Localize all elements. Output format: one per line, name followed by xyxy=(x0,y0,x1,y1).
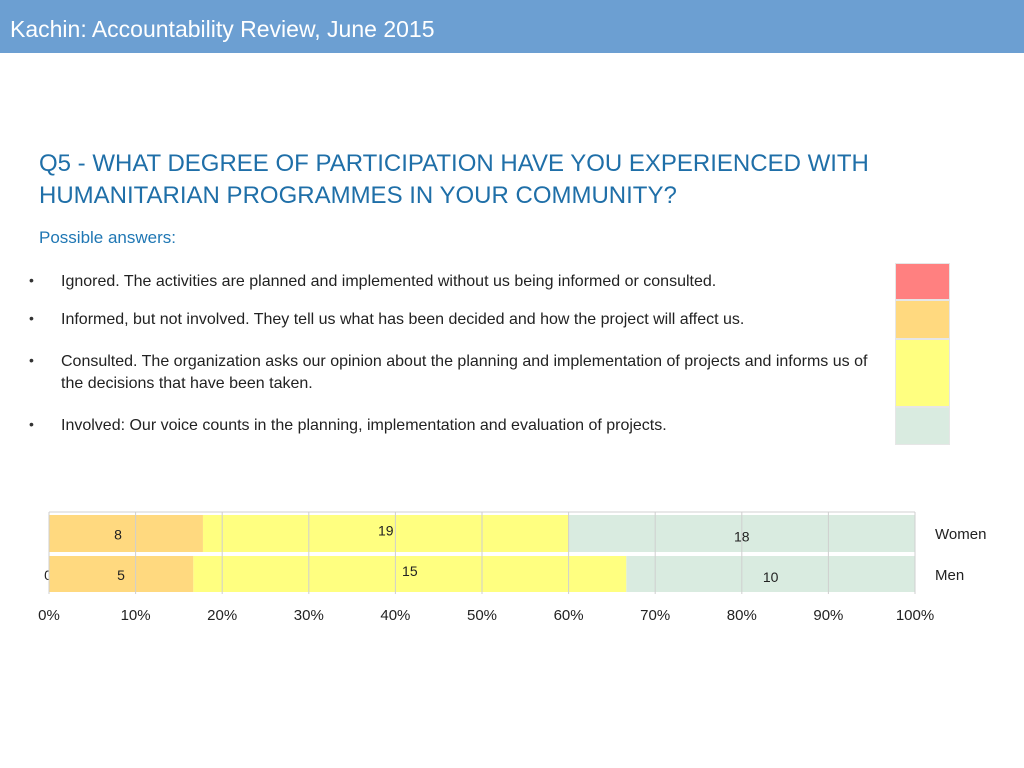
x-tick-label: 60% xyxy=(554,607,584,624)
bullet-icon: • xyxy=(29,310,34,326)
data-label: 5 xyxy=(117,567,125,583)
data-label: 10 xyxy=(763,569,779,585)
data-label: 0 xyxy=(44,567,52,583)
header-bar: Kachin: Accountability Review, June 2015 xyxy=(0,0,1024,53)
possible-answers-label: Possible answers: xyxy=(39,228,177,247)
answer-ignored: Ignored. The activities are planned and … xyxy=(61,273,717,290)
data-label: 15 xyxy=(402,563,418,579)
legend-swatch-ignored xyxy=(895,263,950,300)
bullet-icon: • xyxy=(29,272,34,288)
bar-segment xyxy=(626,556,915,592)
x-tick-label: 30% xyxy=(294,607,324,624)
header-title: Kachin: Accountability Review, June 2015 xyxy=(10,16,435,42)
x-tick-label: 40% xyxy=(380,607,410,624)
answer-involved: Involved: Our voice counts in the planni… xyxy=(61,417,667,434)
answer-informed: Informed, but not involved. They tell us… xyxy=(61,311,745,328)
legend-swatch-consulted xyxy=(895,339,950,407)
x-tick-label: 0% xyxy=(38,607,60,624)
x-tick-label: 10% xyxy=(121,607,151,624)
x-tick-label: 20% xyxy=(207,607,237,624)
category-label: Men xyxy=(935,567,964,584)
data-label: 19 xyxy=(378,523,394,539)
x-tick-label: 50% xyxy=(467,607,497,624)
legend-swatch-involved xyxy=(895,407,950,445)
question-title: Q5 - WHAT DEGREE OF PARTICIPATION HAVE Y… xyxy=(39,150,869,209)
bullet-icon: • xyxy=(29,352,34,368)
bar-segment xyxy=(49,515,203,552)
bar-segment xyxy=(49,556,194,592)
x-tick-label: 80% xyxy=(727,607,757,624)
data-label: 8 xyxy=(114,527,122,543)
category-label: Women xyxy=(935,526,986,543)
legend-swatch-informed xyxy=(895,300,950,339)
bar-segment xyxy=(193,556,627,592)
x-tick-label: 70% xyxy=(640,607,670,624)
x-tick-label: 100% xyxy=(896,607,934,624)
answer-consulted: Consulted. The organization asks our opi… xyxy=(61,353,868,392)
bullet-icon: • xyxy=(29,416,34,432)
x-tick-label: 90% xyxy=(813,607,843,624)
bar-segment xyxy=(202,515,569,552)
